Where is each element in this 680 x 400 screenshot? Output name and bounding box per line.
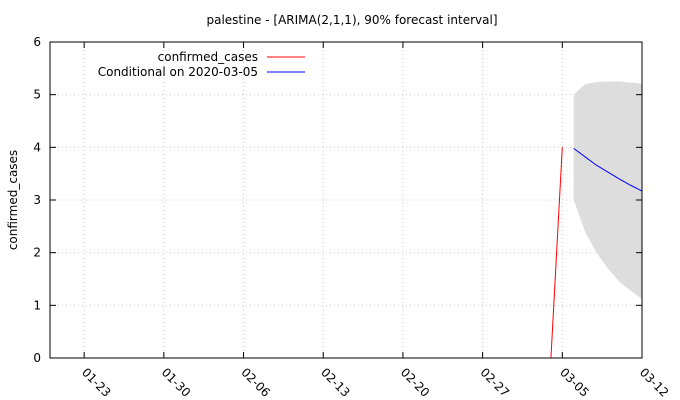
y-tick-label: 4: [33, 140, 41, 154]
y-tick-label: 1: [33, 298, 41, 312]
grid: [50, 42, 642, 358]
y-tick-label: 0: [33, 351, 41, 365]
y-tick-label: 5: [33, 88, 41, 102]
chart-title: palestine - [ARIMA(2,1,1), 90% forecast …: [206, 13, 497, 27]
y-tick-label: 3: [33, 193, 41, 207]
series-line-0: [550, 147, 563, 359]
legend-label: confirmed_cases: [158, 50, 258, 64]
forecast-interval-band: [573, 81, 642, 300]
y-axis-label: confirmed_cases: [6, 150, 20, 250]
y-tick-label: 6: [33, 35, 41, 49]
y-tick-label: 2: [33, 246, 41, 260]
legend-label: Conditional on 2020-03-05: [98, 65, 258, 79]
series-line-1: [573, 147, 643, 192]
series-lines: [550, 147, 643, 359]
forecast-interval: [573, 81, 642, 300]
